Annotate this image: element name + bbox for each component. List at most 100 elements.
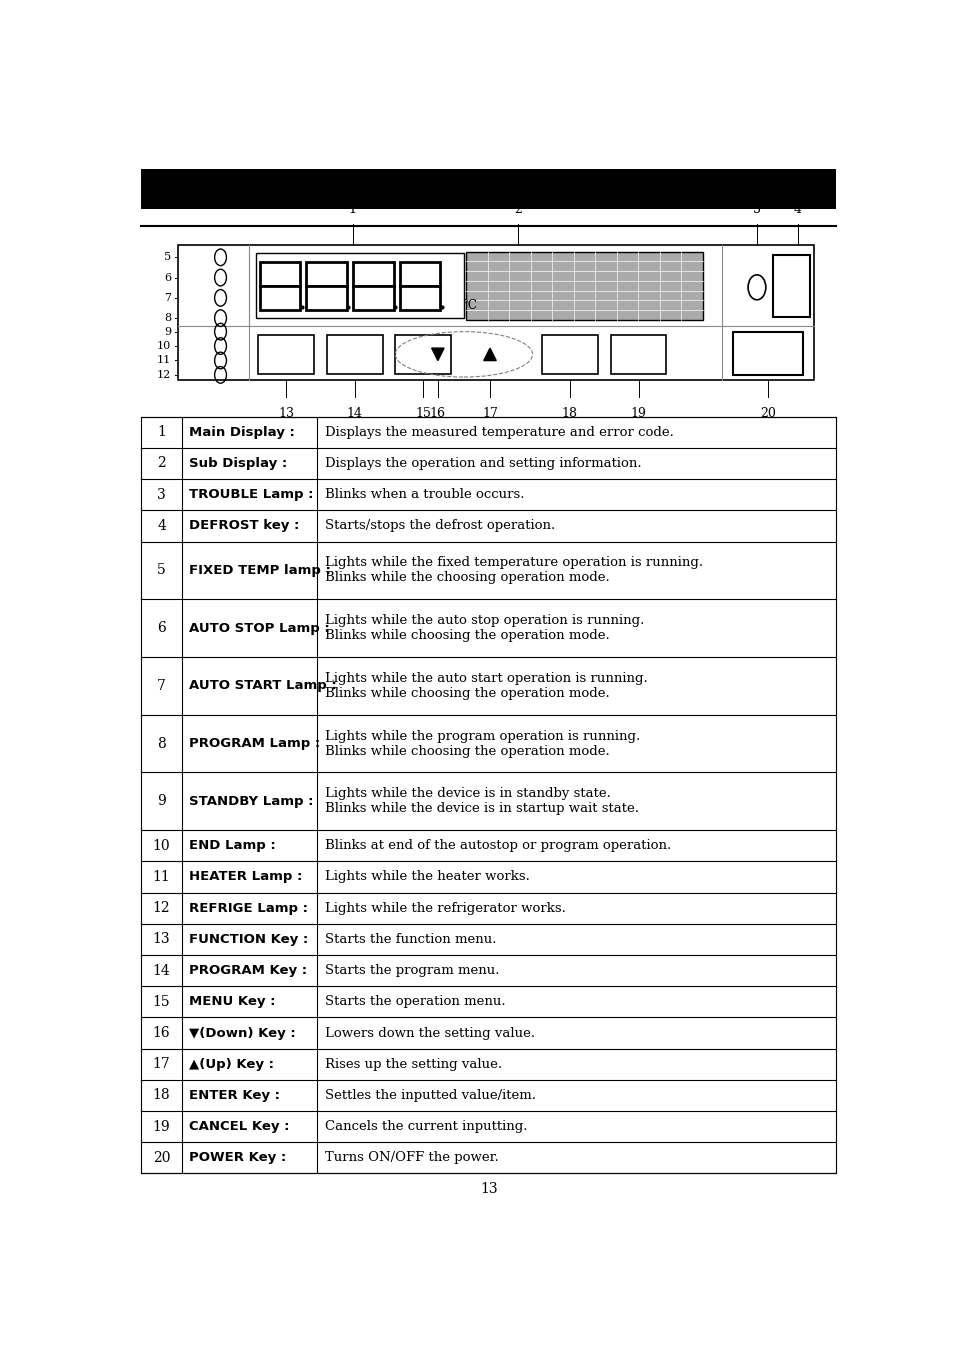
Text: POWER Key :: POWER Key :	[189, 1152, 286, 1164]
Text: 19: 19	[630, 408, 646, 420]
Text: Lights while the refrigerator works.: Lights while the refrigerator works.	[324, 902, 565, 915]
Text: Blinks when a trouble occurs.: Blinks when a trouble occurs.	[324, 489, 523, 501]
Text: 3: 3	[157, 487, 166, 502]
Text: TROUBLE Lamp :: TROUBLE Lamp :	[189, 489, 314, 501]
Text: 19: 19	[152, 1119, 171, 1134]
Text: ▲(Up) Key :: ▲(Up) Key :	[189, 1057, 274, 1071]
Text: Starts/stops the defrost operation.: Starts/stops the defrost operation.	[324, 520, 555, 532]
Bar	[255, 254, 464, 319]
Bar	[258, 335, 314, 374]
Text: Starts the function menu.: Starts the function menu.	[324, 933, 496, 946]
Text: 2: 2	[514, 202, 521, 216]
Bar	[306, 286, 347, 309]
Text: ENTER Key :: ENTER Key :	[189, 1089, 280, 1102]
Text: 10: 10	[156, 342, 171, 351]
Text: Displays the measured temperature and error code.: Displays the measured temperature and er…	[324, 425, 673, 439]
Text: DEFROST key :: DEFROST key :	[189, 520, 299, 532]
Text: PROGRAM Key :: PROGRAM Key :	[189, 964, 307, 977]
Text: 20: 20	[152, 1150, 171, 1165]
Text: 4: 4	[157, 518, 166, 533]
Polygon shape	[483, 348, 496, 360]
Text: Lights while the heater works.: Lights while the heater works.	[324, 871, 529, 883]
Polygon shape	[431, 348, 443, 360]
Text: Blinks at end of the autostop or program operation.: Blinks at end of the autostop or program…	[324, 840, 670, 852]
Text: 12: 12	[152, 902, 171, 915]
Bar	[259, 286, 300, 309]
Bar	[732, 332, 802, 375]
Text: Lowers down the setting value.: Lowers down the setting value.	[324, 1026, 535, 1040]
Text: Cancels the current inputting.: Cancels the current inputting.	[324, 1120, 527, 1133]
Text: STANDBY Lamp :: STANDBY Lamp :	[189, 795, 314, 807]
Text: 8: 8	[164, 313, 171, 323]
Bar	[541, 335, 598, 374]
Text: 16: 16	[152, 1026, 171, 1040]
Text: 15: 15	[152, 995, 171, 1008]
Text: END Lamp :: END Lamp :	[189, 840, 275, 852]
Text: 18: 18	[152, 1088, 171, 1103]
Text: 5: 5	[164, 252, 171, 262]
Text: 9: 9	[157, 794, 166, 809]
Text: FIXED TEMP lamp :: FIXED TEMP lamp :	[189, 564, 331, 576]
Text: 4: 4	[793, 202, 801, 216]
Text: 18: 18	[561, 408, 578, 420]
Bar	[353, 262, 394, 286]
Text: 14: 14	[346, 408, 362, 420]
Text: 10: 10	[152, 838, 171, 853]
Bar	[326, 335, 382, 374]
Text: MENU Key :: MENU Key :	[189, 995, 275, 1008]
Text: 12: 12	[156, 370, 171, 379]
Text: 14: 14	[152, 964, 171, 977]
Text: 11: 11	[152, 869, 171, 884]
Text: 7: 7	[164, 293, 171, 302]
Text: Displays the operation and setting information.: Displays the operation and setting infor…	[324, 458, 640, 470]
Text: Lights while the auto start operation is running.
Blinks while choosing the oper: Lights while the auto start operation is…	[324, 672, 647, 699]
Text: Rises up the setting value.: Rises up the setting value.	[324, 1057, 501, 1071]
Text: Sub Display :: Sub Display :	[189, 458, 287, 470]
Text: ▼(Down) Key :: ▼(Down) Key :	[189, 1026, 295, 1040]
Bar	[399, 262, 439, 286]
Text: Lights while the auto stop operation is running.
Blinks while choosing the opera: Lights while the auto stop operation is …	[324, 614, 643, 643]
Text: 6: 6	[157, 621, 166, 634]
Text: REFRIGE Lamp :: REFRIGE Lamp :	[189, 902, 308, 915]
Text: 3: 3	[752, 202, 760, 216]
Text: Starts the program menu.: Starts the program menu.	[324, 964, 498, 977]
Text: PROGRAM Lamp :: PROGRAM Lamp :	[189, 737, 320, 751]
Text: 1: 1	[157, 425, 166, 439]
Text: 11: 11	[156, 355, 171, 366]
Bar	[353, 286, 394, 309]
Text: 6: 6	[164, 273, 171, 282]
Text: 13: 13	[277, 408, 294, 420]
Text: AUTO STOP Lamp :: AUTO STOP Lamp :	[189, 621, 330, 634]
Text: Turns ON/OFF the power.: Turns ON/OFF the power.	[324, 1152, 497, 1164]
Text: 8: 8	[157, 737, 166, 751]
Text: Starts the operation menu.: Starts the operation menu.	[324, 995, 505, 1008]
Text: °C: °C	[462, 298, 477, 312]
Bar	[259, 262, 300, 286]
Text: 2: 2	[157, 456, 166, 471]
Text: 20: 20	[760, 408, 775, 420]
Text: Lights while the device is in standby state.
Blinks while the device is in start: Lights while the device is in standby st…	[324, 787, 638, 815]
Bar	[466, 251, 702, 320]
Bar	[399, 286, 439, 309]
Text: Lights while the fixed temperature operation is running.
Blinks while the choosi: Lights while the fixed temperature opera…	[324, 556, 702, 585]
Text: 13: 13	[479, 1183, 497, 1196]
Text: Main Display :: Main Display :	[189, 425, 294, 439]
Text: 5: 5	[157, 563, 166, 578]
Text: 9: 9	[164, 327, 171, 336]
Text: Lights while the program operation is running.
Blinks while choosing the operati: Lights while the program operation is ru…	[324, 729, 639, 757]
Text: HEATER Lamp :: HEATER Lamp :	[189, 871, 302, 883]
Text: FUNCTION Key :: FUNCTION Key :	[189, 933, 308, 946]
Text: Settles the inputted value/item.: Settles the inputted value/item.	[324, 1089, 535, 1102]
Bar	[141, 169, 836, 209]
Text: 17: 17	[481, 408, 497, 420]
Text: AUTO START Lamp :: AUTO START Lamp :	[189, 679, 336, 693]
Text: 1: 1	[349, 202, 356, 216]
Bar	[306, 262, 347, 286]
Bar	[395, 335, 451, 374]
Bar	[772, 255, 809, 316]
Bar	[178, 246, 813, 381]
Bar	[141, 417, 836, 1173]
Text: 7: 7	[157, 679, 166, 693]
Text: 15: 15	[415, 408, 431, 420]
Text: 17: 17	[152, 1057, 171, 1071]
